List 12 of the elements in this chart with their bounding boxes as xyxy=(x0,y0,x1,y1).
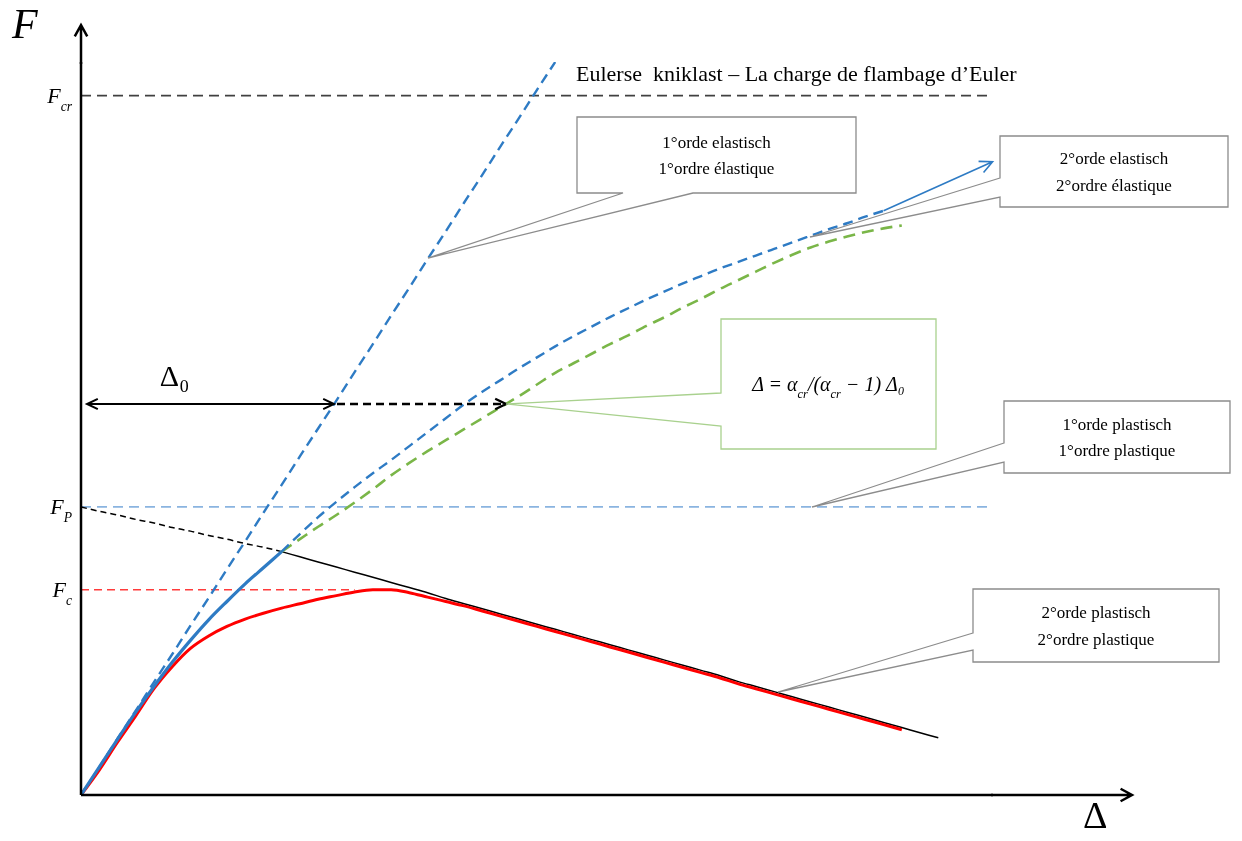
y-axis-title: F xyxy=(11,1,38,47)
text: F$_{c}$ xyxy=(51,577,72,608)
annotation: Δ₀ xyxy=(159,359,190,392)
text: 2°orde plastisch 2°ordre plastique xyxy=(1037,603,1155,649)
x-axis-title: Δ xyxy=(1083,794,1108,836)
annotation: Eulerse kniklast – La charge de flambage d’Euler xyxy=(576,60,1018,86)
text: 1°orde plastisch 1°ordre plastique xyxy=(1058,414,1176,461)
text: 2°orde elastisch 2°ordre élastique xyxy=(1056,149,1172,195)
ref-line-label: F$_{P}$ xyxy=(49,493,72,525)
annotation: 1°orde elastisch 1°ordre élastique xyxy=(658,132,775,179)
annotation: Δ = α$_{cr}$/(α$_{cr}$ − 1) Δ₀ xyxy=(751,373,905,401)
ref-line-label: F$_{cr}$ xyxy=(46,82,73,114)
